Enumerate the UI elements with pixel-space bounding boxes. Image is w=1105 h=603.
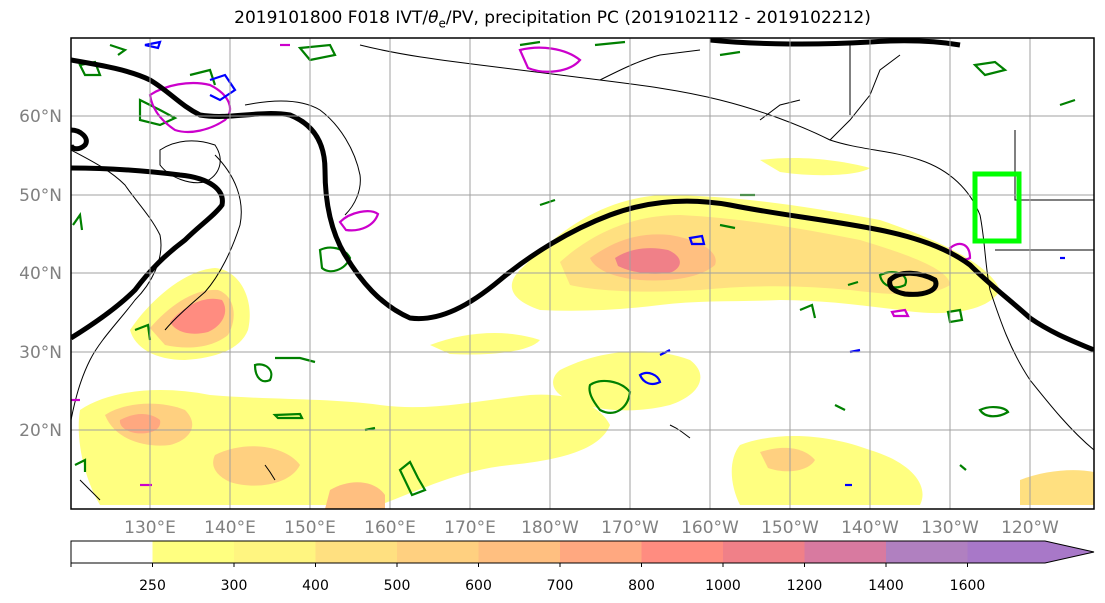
title-theta: θ	[428, 8, 439, 28]
map-frame	[70, 37, 1095, 510]
colorbar-segment	[315, 541, 398, 563]
lon-label: 140°W	[841, 518, 899, 538]
colorbar-outline	[70, 540, 1095, 564]
colorbar-tick-label: 250	[139, 578, 166, 594]
colorbar-tick-label: 300	[221, 578, 248, 594]
lon-label: 150°W	[761, 518, 819, 538]
colorbar-segment	[804, 541, 887, 563]
lon-tick-labels: 130°E 140°E 150°E 160°E 170°E 180°W 170°…	[124, 518, 1059, 538]
map-layers	[71, 38, 1094, 509]
title-prefix: 2019101800 F018 IVT/	[234, 8, 429, 28]
colorbar-segment	[152, 541, 235, 563]
lon-label: 130°W	[921, 518, 979, 538]
colorbar-tick-label: 700	[547, 578, 574, 594]
lon-label: 140°E	[204, 518, 256, 538]
target-box	[972, 171, 1022, 244]
lon-label: 180°W	[521, 518, 579, 538]
colorbar: 250 300 400 500 600 700 800 1000 1200 1400 1600	[70, 540, 1095, 594]
lat-label: 50°N	[19, 186, 62, 206]
lat-label: 60°N	[19, 107, 62, 127]
colorbar-segment	[560, 541, 642, 563]
colorbar-segment	[478, 541, 561, 563]
colorbar-segment	[397, 541, 479, 563]
lon-label: 120°W	[1001, 518, 1059, 538]
map-title: 2019101800 F018 IVT/θe/PV, precipitation…	[0, 8, 1105, 30]
colorbar-tick-label: 1600	[950, 578, 986, 594]
colorbar-tick-label: 400	[302, 578, 329, 594]
lon-label: 130°E	[124, 518, 176, 538]
colorbar-tick-label: 1000	[705, 578, 741, 594]
lat-label: 20°N	[19, 421, 62, 441]
colorbar-segment	[723, 541, 805, 563]
precip-shading	[78, 157, 1094, 509]
colorbar-tick-label: 500	[384, 578, 411, 594]
lon-label: 160°W	[681, 518, 739, 538]
title-suffix: /PV, precipitation PC (2019102112 - 2019…	[445, 8, 871, 28]
gridlines	[71, 38, 1094, 509]
colorbar-segment	[234, 541, 316, 563]
colorbar-extend-arrow	[967, 541, 1094, 563]
lon-label: 150°E	[284, 518, 336, 538]
pv-contours	[72, 40, 1076, 497]
colorbar-tick-label: 600	[465, 578, 492, 594]
lon-label: 170°W	[601, 518, 659, 538]
colorbar-segment	[886, 541, 968, 563]
title-theta-sub: e	[438, 16, 446, 31]
lat-tick-labels: 60°N 50°N 40°N 30°N 20°N	[19, 107, 62, 441]
colorbar-tick-label: 1400	[868, 578, 904, 594]
colorbar-segment	[641, 541, 724, 563]
lat-label: 30°N	[19, 343, 62, 363]
colorbar-segment	[71, 541, 153, 563]
colorbar-tick-label: 800	[628, 578, 655, 594]
lat-label: 40°N	[19, 264, 62, 284]
lon-label: 160°E	[364, 518, 416, 538]
lon-label: 170°E	[444, 518, 496, 538]
colorbar-tick-label: 1200	[787, 578, 823, 594]
